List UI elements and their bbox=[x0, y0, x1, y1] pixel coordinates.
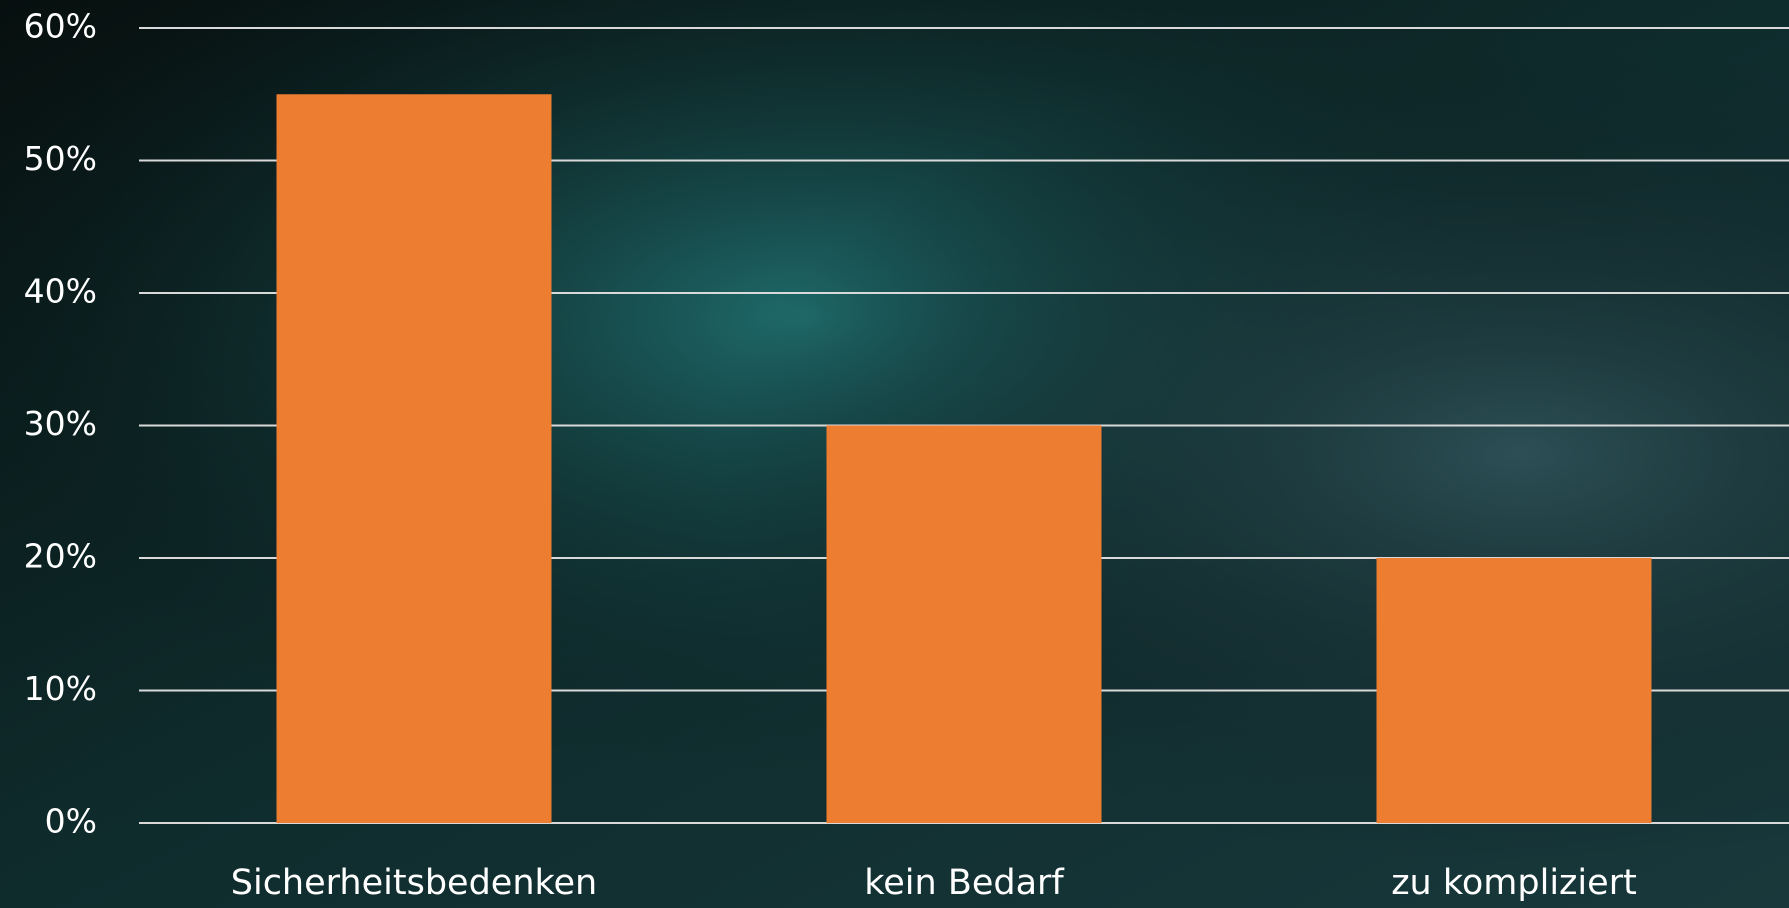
y-tick-label: 40% bbox=[24, 272, 97, 311]
y-tick-label: 0% bbox=[45, 802, 97, 841]
chart: 0% 10% 20% 30% 40% 50% 60% Sicherheitsbedenken k… bbox=[0, 0, 1789, 908]
y-tick-label: 60% bbox=[24, 7, 97, 46]
bar bbox=[1377, 558, 1652, 823]
y-tick-label: 30% bbox=[24, 404, 97, 443]
y-tick-label: 20% bbox=[24, 537, 97, 576]
y-tick-label: 10% bbox=[24, 669, 97, 708]
x-tick-label: zu kompliziert bbox=[1391, 863, 1637, 903]
y-tick-label: 50% bbox=[24, 139, 97, 178]
bar bbox=[277, 94, 552, 823]
x-tick-label: kein Bedarf bbox=[864, 863, 1064, 903]
bar bbox=[827, 426, 1102, 824]
x-tick-label: Sicherheitsbedenken bbox=[231, 863, 598, 903]
